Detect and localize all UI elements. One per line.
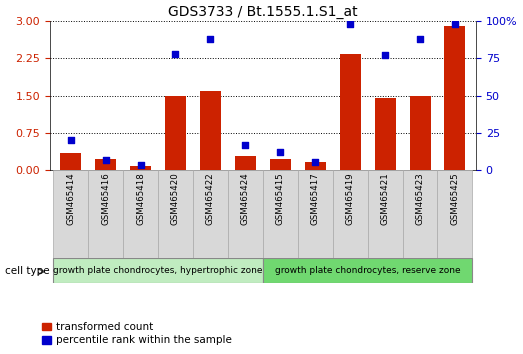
Point xyxy=(101,157,110,162)
Bar xyxy=(270,159,291,170)
Bar xyxy=(333,170,368,258)
Text: GSM465422: GSM465422 xyxy=(206,172,215,225)
Point xyxy=(171,51,179,57)
Bar xyxy=(445,26,465,170)
Text: GSM465425: GSM465425 xyxy=(450,172,460,225)
Title: GDS3733 / Bt.1555.1.S1_at: GDS3733 / Bt.1555.1.S1_at xyxy=(168,5,358,19)
Point xyxy=(66,137,75,143)
Bar xyxy=(130,166,151,170)
Bar xyxy=(228,170,263,258)
Text: growth plate chondrocytes, reserve zone: growth plate chondrocytes, reserve zone xyxy=(275,266,460,275)
Bar xyxy=(165,96,186,170)
Point xyxy=(206,36,214,42)
Text: GSM465419: GSM465419 xyxy=(346,172,355,225)
Bar xyxy=(60,153,81,170)
Bar xyxy=(235,156,256,170)
Text: GSM465416: GSM465416 xyxy=(101,172,110,225)
Point xyxy=(241,142,249,148)
Point xyxy=(416,36,424,42)
Bar xyxy=(263,170,298,258)
Text: GSM465417: GSM465417 xyxy=(311,172,320,225)
Point xyxy=(451,21,459,27)
Text: GSM465415: GSM465415 xyxy=(276,172,285,225)
Bar xyxy=(263,258,472,283)
Bar xyxy=(438,170,472,258)
Bar xyxy=(88,170,123,258)
Text: cell type: cell type xyxy=(5,266,50,276)
Bar xyxy=(193,170,228,258)
Text: GSM465414: GSM465414 xyxy=(66,172,75,225)
Bar xyxy=(410,96,430,170)
Text: GSM465418: GSM465418 xyxy=(136,172,145,225)
Bar xyxy=(368,170,403,258)
Text: growth plate chondrocytes, hypertrophic zone: growth plate chondrocytes, hypertrophic … xyxy=(53,266,263,275)
Bar xyxy=(200,91,221,170)
Bar xyxy=(158,170,193,258)
Point xyxy=(276,149,285,155)
Text: GSM465421: GSM465421 xyxy=(381,172,390,225)
Point xyxy=(381,53,389,58)
Legend: transformed count, percentile rank within the sample: transformed count, percentile rank withi… xyxy=(42,322,232,345)
Bar xyxy=(53,258,263,283)
Point xyxy=(346,21,355,27)
Bar xyxy=(53,170,88,258)
Bar xyxy=(95,159,116,170)
Bar xyxy=(298,170,333,258)
Text: GSM465423: GSM465423 xyxy=(416,172,425,225)
Bar xyxy=(403,170,438,258)
Bar xyxy=(339,55,361,170)
Bar xyxy=(374,98,395,170)
Bar xyxy=(305,162,326,170)
Point xyxy=(137,162,145,168)
Text: GSM465420: GSM465420 xyxy=(171,172,180,225)
Text: GSM465424: GSM465424 xyxy=(241,172,250,225)
Bar xyxy=(123,170,158,258)
Point xyxy=(311,160,320,165)
